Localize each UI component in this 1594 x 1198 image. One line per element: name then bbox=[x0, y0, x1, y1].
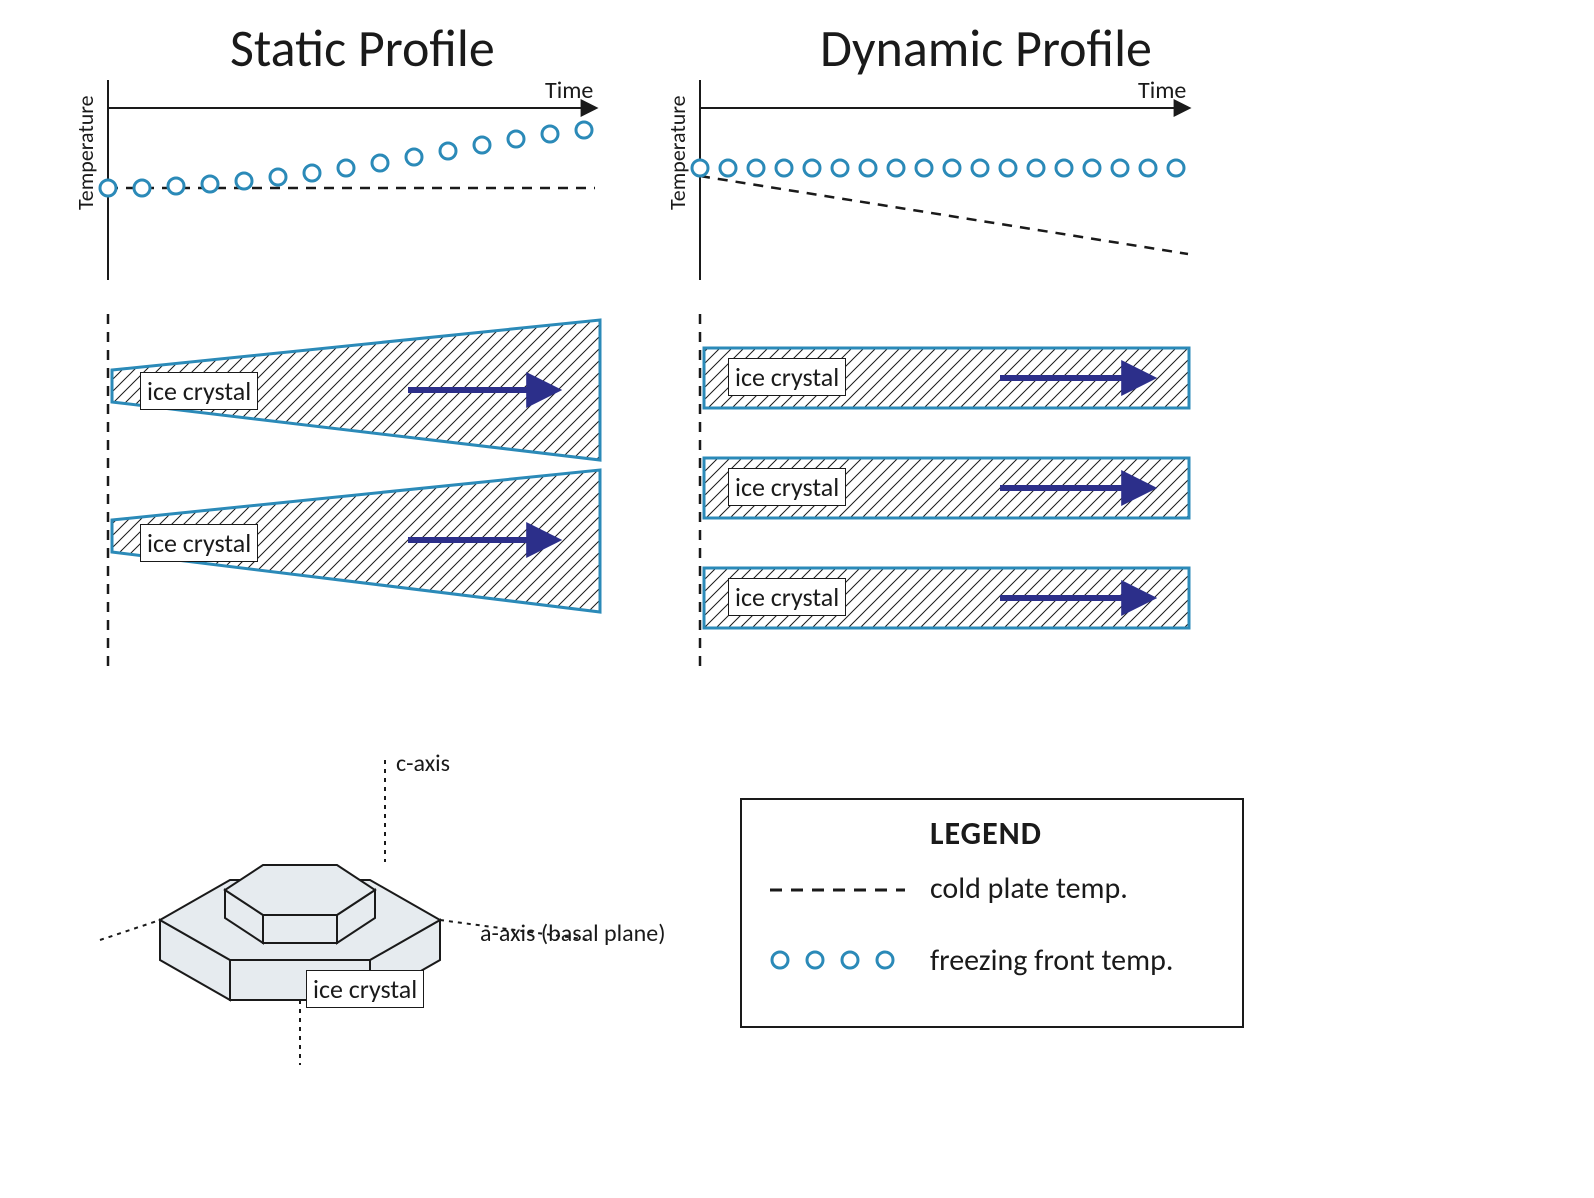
legend-item-0-text: cold plate temp. bbox=[930, 870, 1128, 907]
legend-item-1-text: freezing front temp. bbox=[930, 942, 1173, 979]
figure-canvas: { "left": { "title": "Static Profile", "… bbox=[0, 0, 1594, 1198]
legend-svg bbox=[0, 0, 1594, 1198]
